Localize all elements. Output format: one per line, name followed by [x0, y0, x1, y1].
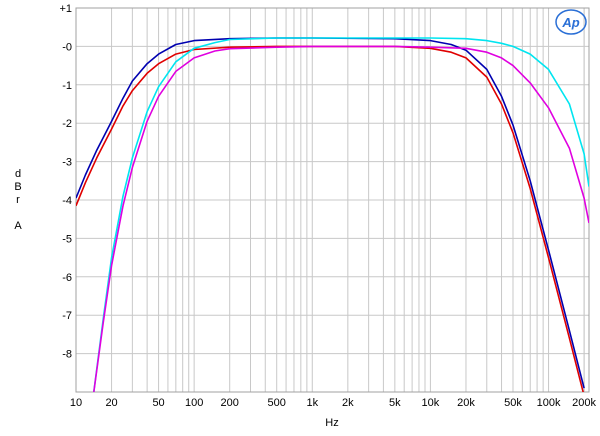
x-tick-label: 10 — [70, 397, 82, 409]
y-axis-label-char: B — [14, 181, 21, 193]
x-tick-label: 10k — [422, 397, 440, 409]
y-axis-label-char: r — [16, 194, 20, 206]
x-tick-label: 100k — [537, 397, 561, 409]
x-tick-label: 200 — [221, 397, 239, 409]
x-tick-label: 100 — [185, 397, 203, 409]
x-tick-label: 50 — [152, 397, 164, 409]
x-tick-label: 500 — [268, 397, 286, 409]
x-tick-label: 2k — [342, 397, 354, 409]
y-axis-label-char: d — [15, 168, 21, 180]
x-tick-label: 50k — [504, 397, 522, 409]
response-curve — [76, 37, 585, 389]
y-tick-label: -4 — [62, 195, 72, 207]
y-tick-label: -1 — [62, 80, 72, 92]
y-axis-label-char: A — [14, 220, 22, 232]
y-tick-label: -0 — [62, 41, 72, 53]
response-curves — [76, 37, 589, 392]
x-tick-label: 5k — [389, 397, 401, 409]
y-tick-label: -2 — [62, 118, 72, 130]
x-tick-labels: 10 20 50 100 200 500 1k 2k 5k 10k 20k 50k 100k 200k — [70, 397, 597, 409]
x-tick-label: 20 — [105, 397, 117, 409]
y-tick-label: -7 — [62, 310, 72, 322]
y-tick-label: -8 — [62, 349, 72, 361]
x-tick-label: 20k — [457, 397, 475, 409]
ap-logo-text: Ap — [561, 15, 579, 30]
x-tick-label: 200k — [572, 397, 596, 409]
x-axis-label: Hz — [325, 417, 338, 429]
y-tick-label: +1 — [59, 3, 72, 15]
ap-logo: Ap — [555, 9, 587, 35]
y-tick-labels: +1 -0 -1 -2 -3 -4 -5 -6 -7 -8 — [59, 3, 72, 361]
y-axis-label: dBr A — [14, 168, 22, 232]
y-tick-label: -3 — [62, 157, 72, 169]
y-tick-label: -5 — [62, 233, 72, 245]
response-curve — [92, 37, 589, 392]
y-tick-label: -6 — [62, 272, 72, 284]
response-curve — [93, 45, 589, 392]
plot-frame — [75, 7, 590, 393]
x-tick-label: 1k — [306, 397, 318, 409]
